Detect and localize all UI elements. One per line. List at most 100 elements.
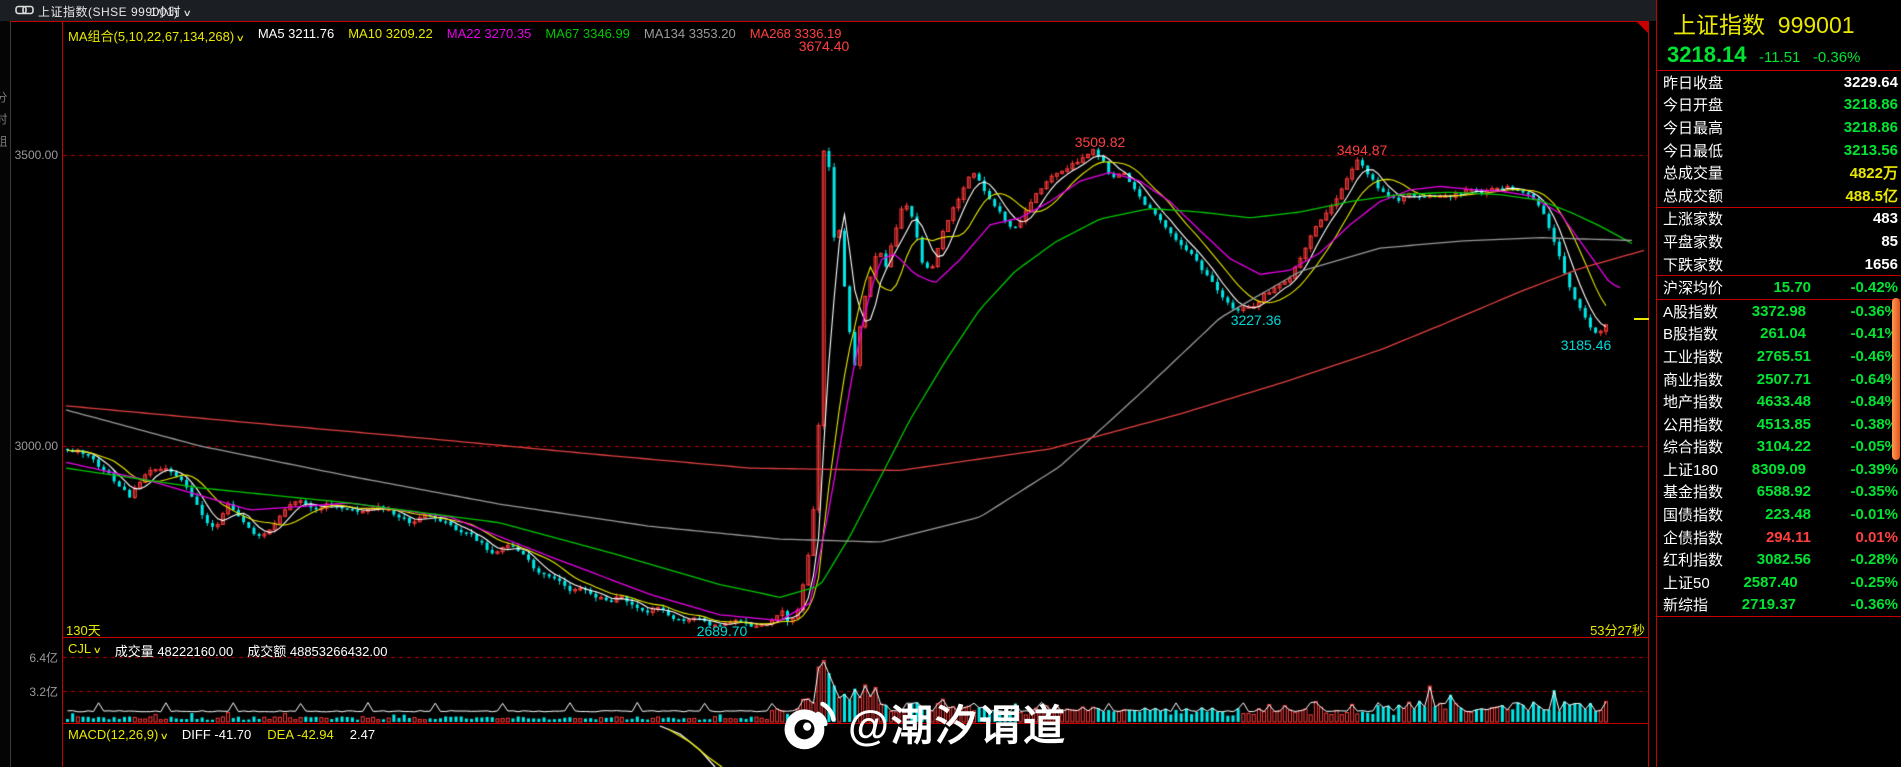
ma-value: MA134 3353.20 xyxy=(643,26,736,41)
visible-range-label: 130天 xyxy=(66,623,101,638)
row-value: 3229.64 xyxy=(1843,73,1898,91)
row-percent: -0.25% xyxy=(1850,573,1898,591)
weibo-logo-icon xyxy=(784,701,836,749)
row-label: 上证50 xyxy=(1663,574,1710,592)
sidebar-row[interactable]: 企债指数 294.11 0.01% xyxy=(1657,526,1901,549)
row-label: B股指数 xyxy=(1663,326,1719,344)
quote-summary-box: 昨日收盘 3229.64 今日开盘 3218.86 今日最高 3218.86 今日最低 321… xyxy=(1657,70,1901,208)
row-value: 85 xyxy=(1881,232,1898,250)
row-label: 上涨家数 xyxy=(1663,211,1724,229)
sidebar-row[interactable]: 今日最低 3213.56 xyxy=(1657,139,1901,162)
sidebar-row[interactable]: 新综指 2719.37 -0.36% xyxy=(1657,594,1901,617)
sidebar-row[interactable]: 上涨家数 483 xyxy=(1657,208,1901,231)
sidebar-row[interactable]: 公用指数 4513.85 -0.38% xyxy=(1657,413,1901,436)
window-titlebar: 上证指数(SHSE 999001) 1小时 ∨ xyxy=(0,0,1656,21)
macd-values: DIFF -41.70 DEA -42.94 2.47 xyxy=(182,727,391,742)
sidebar-row[interactable]: 红利指数 3082.56 -0.28% xyxy=(1657,548,1901,571)
row-value: 2507.71 xyxy=(1756,370,1812,388)
price-volume-divider xyxy=(62,637,1649,638)
sidebar-row[interactable]: 下跌家数 1656 xyxy=(1657,253,1901,276)
row-label: 综合指数 xyxy=(1663,439,1724,457)
row-percent: 0.01% xyxy=(1855,528,1898,546)
row-value: 3218.86 xyxy=(1843,96,1898,114)
chart-right-border xyxy=(1648,21,1649,767)
sidebar-row[interactable]: 沪深均价 15.70 -0.42% xyxy=(1657,276,1901,299)
sidebar-scrollbar-thumb[interactable] xyxy=(1892,298,1900,460)
price-annotation: 3185.46 xyxy=(1560,337,1612,353)
sidebar-row[interactable]: 综合指数 3104.22 -0.05% xyxy=(1657,436,1901,459)
row-value: 4822万 xyxy=(1849,165,1898,183)
sidebar-row[interactable]: 上证180 8309.09 -0.39% xyxy=(1657,458,1901,481)
sidebar-row[interactable]: 工业指数 2765.51 -0.46% xyxy=(1657,345,1901,368)
ma-value: MA5 3211.76 xyxy=(257,26,335,41)
last-price-tick xyxy=(1634,318,1649,320)
ma-group-dropdown[interactable]: MA组合(5,10,22,67,134,268) ∨ xyxy=(68,26,245,45)
ma-value: MA10 3209.22 xyxy=(348,26,433,41)
price-annotation: 2689.70 xyxy=(696,623,748,639)
ma-group-label: MA组合(5,10,22,67,134,268) xyxy=(68,29,235,44)
chart-top-border xyxy=(10,21,1649,22)
period-selector[interactable]: 1小时 ∨ xyxy=(150,3,192,20)
sidebar-row[interactable]: B股指数 261.04 -0.41% xyxy=(1657,323,1901,346)
volume-field: 成交额 48853266432.00 xyxy=(247,644,388,659)
vol-axis-tick-64: 6.4亿 xyxy=(29,651,58,665)
period-label: 1小时 xyxy=(150,5,181,19)
row-percent: -0.41% xyxy=(1850,325,1898,343)
sidebar-row[interactable]: A股指数 3372.98 -0.36% xyxy=(1657,300,1901,323)
row-percent: -0.01% xyxy=(1850,506,1898,524)
macd-indicator-dropdown[interactable]: MACD(12,26,9) ∨ xyxy=(68,727,169,742)
row-percent: -0.84% xyxy=(1850,393,1898,411)
row-value: 3213.56 xyxy=(1843,141,1898,159)
sidebar-row[interactable]: 商业指数 2507.71 -0.64% xyxy=(1657,368,1901,391)
link-icon[interactable] xyxy=(15,4,34,19)
row-value: 3372.98 xyxy=(1751,302,1807,320)
sidebar-row[interactable]: 国债指数 223.48 -0.01% xyxy=(1657,503,1901,526)
sidebar-symbol-header: 上证指数 999001 xyxy=(1657,0,1901,40)
chevron-down-icon: ∨ xyxy=(182,8,192,18)
macd-indicator-label: MACD(12,26,9) xyxy=(68,727,159,742)
sidebar-row[interactable]: 平盘家数 85 xyxy=(1657,230,1901,253)
ma-indicator-bar: MA组合(5,10,22,67,134,268) ∨ MA5 3211.76 MA1… xyxy=(68,26,856,45)
sidebar-row[interactable]: 总成交量 4822万 xyxy=(1657,161,1901,184)
row-label: 下跌家数 xyxy=(1663,256,1724,274)
row-value: 4513.85 xyxy=(1756,415,1812,433)
price-annotation: 3227.36 xyxy=(1230,312,1282,328)
row-value: 488.5亿 xyxy=(1845,187,1898,205)
sidebar-row[interactable]: 上证50 2587.40 -0.25% xyxy=(1657,571,1901,594)
symbol-code: 999001 xyxy=(1777,12,1855,38)
row-value: 6588.92 xyxy=(1756,483,1812,501)
row-label: A股指数 xyxy=(1663,303,1719,321)
watermark: @潮汐谓道 xyxy=(780,692,1067,753)
sidebar-row[interactable]: 今日最高 3218.86 xyxy=(1657,116,1901,139)
macd-indicator-row: MACD(12,26,9) ∨ DIFF -41.70 DEA -42.94 2.47 xyxy=(68,727,391,742)
sidebar-row[interactable]: 总成交额 488.5亿 xyxy=(1657,184,1901,207)
macd-field: 2.47 xyxy=(349,727,376,742)
row-label: 昨日收盘 xyxy=(1663,74,1724,92)
row-value: 1656 xyxy=(1864,255,1898,273)
ma-values: MA5 3211.76 MA10 3209.22 MA22 3270.35 MA67 … xyxy=(258,26,856,45)
row-label: 商业指数 xyxy=(1663,371,1724,389)
volume-indicator-dropdown[interactable]: CJL ∨ xyxy=(68,641,103,660)
chevron-down-icon: ∨ xyxy=(92,645,103,655)
index-list-box: A股指数 3372.98 -0.36% B股指数 261.04 -0.41% 工业指数 276… xyxy=(1657,300,1901,618)
row-label: 工业指数 xyxy=(1663,348,1724,366)
macd-field: DEA -42.94 xyxy=(267,727,334,742)
row-percent: -0.36% xyxy=(1850,302,1898,320)
last-price: 3218.14 xyxy=(1667,42,1747,67)
row-value: 483 xyxy=(1872,210,1898,228)
row-label: 总成交量 xyxy=(1663,165,1724,183)
row-percent: -0.35% xyxy=(1850,483,1898,501)
sidebar-row[interactable]: 今日开盘 3218.86 xyxy=(1657,94,1901,117)
price-change: -11.51 xyxy=(1758,49,1801,66)
row-label: 今日最高 xyxy=(1663,119,1724,137)
left-toolbar-strip[interactable]: 分时组 xyxy=(0,21,11,767)
symbol-name: 上证指数 xyxy=(1673,12,1765,38)
axis-tick-3000: 3000.00 xyxy=(14,439,58,453)
sidebar-row[interactable]: 昨日收盘 3229.64 xyxy=(1657,71,1901,94)
macd-field: DIFF -41.70 xyxy=(181,727,252,742)
sidebar-row[interactable]: 基金指数 6588.92 -0.35% xyxy=(1657,481,1901,504)
sidebar-row[interactable]: 地产指数 4633.48 -0.84% xyxy=(1657,390,1901,413)
market-sidebar: 上证指数 999001 3218.14 -11.51 -0.36% 昨日收盘 32… xyxy=(1656,0,1901,767)
